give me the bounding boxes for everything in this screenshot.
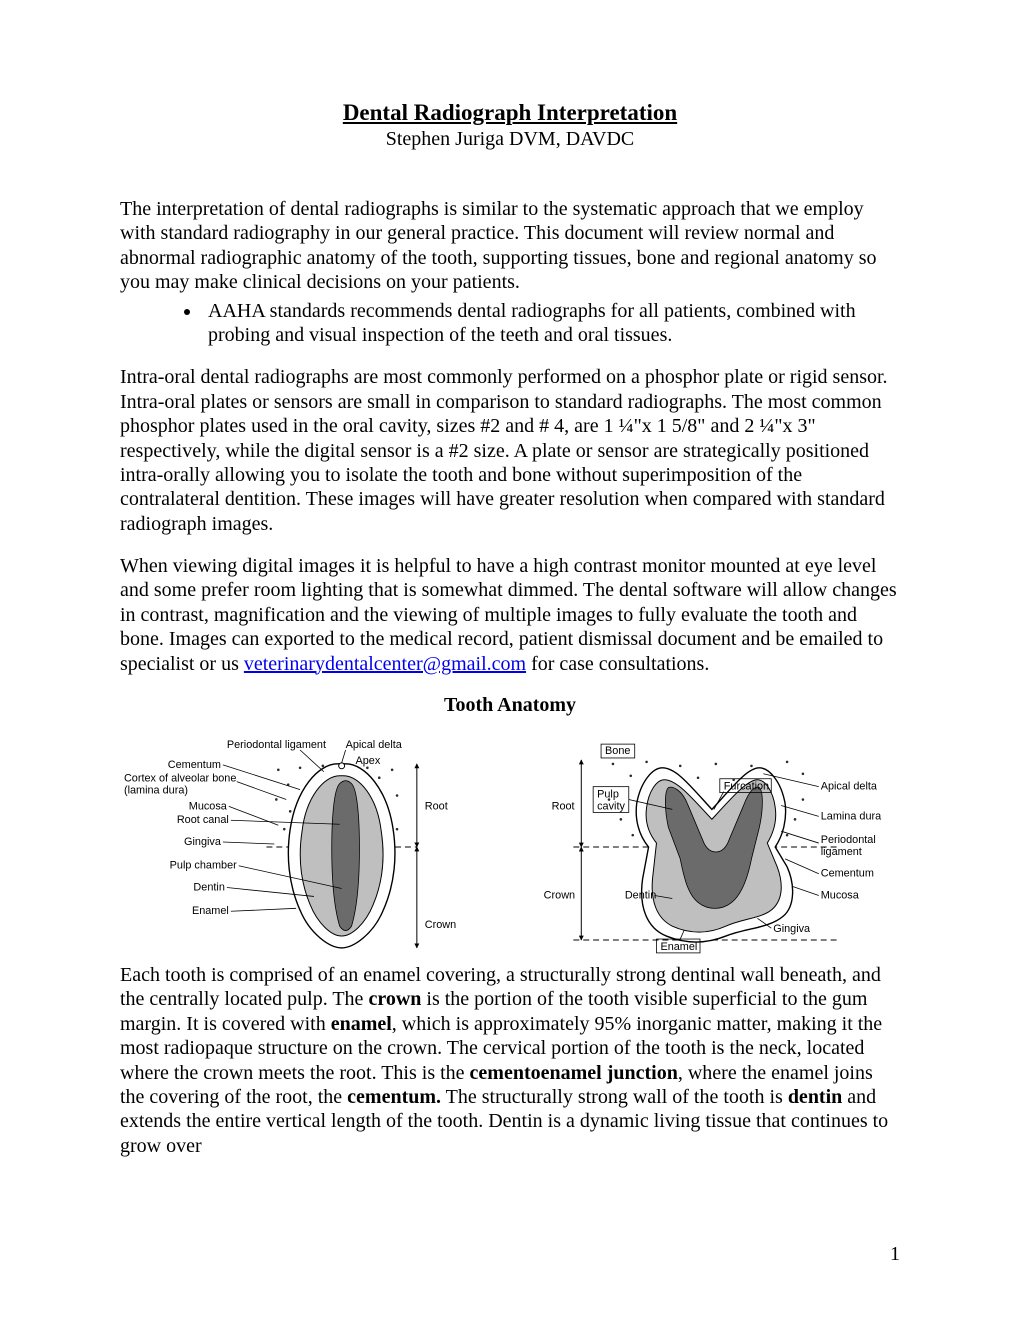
label-dentin: Dentin: [193, 882, 224, 894]
anatomy-text-1e: The structurally strong wall of the toot…: [441, 1086, 788, 1108]
anatomy-figure-row: Periodontal ligament Cementum Cortex of …: [120, 729, 900, 959]
label-cavity: cavity: [597, 800, 625, 812]
label-mucosa-r: Mucosa: [821, 890, 860, 902]
label-pulp-chamber: Pulp chamber: [170, 860, 237, 872]
label-bone: Bone: [605, 745, 630, 757]
page-number: 1: [890, 1243, 900, 1266]
label-lamina-dura-r: Lamina dura: [821, 810, 882, 822]
intro-bullet-list: AAHA standards recommends dental radiogr…: [120, 299, 900, 348]
intro-bullet-item: AAHA standards recommends dental radiogr…: [202, 299, 900, 348]
bold-enamel: enamel: [331, 1013, 392, 1035]
label-root-right: Root: [425, 800, 448, 812]
label-root-left: Root: [552, 800, 575, 812]
label-lamina-dura: (lamina dura): [124, 785, 188, 797]
tooth-anatomy-single-root-figure: Periodontal ligament Cementum Cortex of …: [120, 729, 486, 959]
anatomy-paragraph: Each tooth is comprised of an enamel cov…: [120, 963, 900, 1158]
label-crown-left: Crown: [544, 890, 575, 902]
label-periodontal: Periodontal: [821, 834, 876, 846]
bold-crown: crown: [368, 988, 421, 1010]
contact-email-link[interactable]: veterinarydentalcenter@gmail.com: [244, 653, 526, 675]
label-gingiva: Gingiva: [184, 836, 222, 848]
label-root-canal: Root canal: [177, 814, 229, 826]
label-apical-delta: Apical delta: [346, 739, 403, 751]
section-heading-tooth-anatomy: Tooth Anatomy: [120, 694, 900, 717]
paragraph-3-suffix: for case consultations.: [526, 653, 709, 675]
label-pulp: Pulp: [597, 789, 619, 801]
page-title: Dental Radiograph Interpretation: [120, 100, 900, 126]
tooth-anatomy-multi-root-figure: Bone Pulp cavity Root Crown Dentin Ename…: [514, 739, 900, 959]
label-cementum-r: Cementum: [821, 868, 874, 880]
paragraph-2: Intra-oral dental radiographs are most c…: [120, 365, 900, 536]
bold-dentin: dentin: [788, 1086, 842, 1108]
intro-paragraph: The interpretation of dental radiographs…: [120, 197, 900, 295]
label-gingiva-r: Gingiva: [773, 923, 811, 935]
bold-cementum: cementum.: [347, 1086, 441, 1108]
label-cortex: Cortex of alveolar bone: [124, 773, 236, 785]
label-dentin-r: Dentin: [625, 890, 656, 902]
label-mucosa: Mucosa: [189, 800, 228, 812]
label-apex: Apex: [355, 755, 380, 767]
label-apical-delta-r: Apical delta: [821, 781, 878, 793]
document-page: Dental Radiograph Interpretation Stephen…: [0, 0, 1020, 1320]
author-line: Stephen Juriga DVM, DAVDC: [120, 128, 900, 151]
label-enamel: Enamel: [192, 905, 229, 917]
paragraph-3: When viewing digital images it is helpfu…: [120, 554, 900, 676]
label-enamel-r: Enamel: [661, 941, 698, 953]
bold-cej: cementoenamel junction: [470, 1062, 678, 1084]
label-periodontal-ligament: Periodontal ligament: [227, 739, 326, 751]
label-cementum: Cementum: [168, 759, 221, 771]
label-furcation: Furcation: [724, 781, 769, 793]
label-crown-right: Crown: [425, 919, 456, 931]
label-ligament: ligament: [821, 846, 862, 858]
